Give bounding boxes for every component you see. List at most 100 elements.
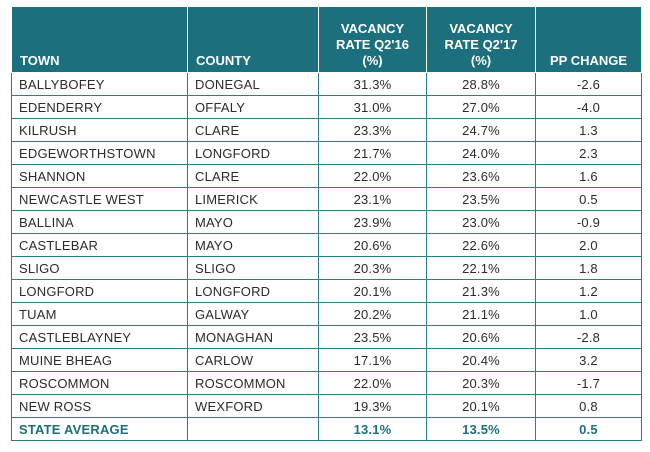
cell-county: GALWAY [187,302,319,326]
cell-county: LONGFORD [187,279,319,303]
cell-q2-16: 21.7% [318,141,427,165]
header-vacancy-q2-17-line-1: VACANCY [449,21,513,36]
cell-county: WEXFORD [187,394,319,418]
cell-county: SLIGO [187,256,319,280]
cell-town: KILRUSH [11,118,188,142]
cell-q2-17: 23.5% [426,187,536,211]
cell-q2-16: 20.1% [318,279,427,303]
cell-county: MAYO [187,233,319,257]
cell-q2-17: 20.3% [426,371,536,395]
cell-county: MONAGHAN [187,325,319,349]
cell-county: CLARE [187,118,319,142]
cell-pp-change: 0.8 [535,394,642,418]
cell-town: MUINE BHEAG [11,348,188,372]
cell-county: CARLOW [187,348,319,372]
table-row: BALLINA MAYO 23.9% 23.0% -0.9 [11,210,642,234]
cell-pp-change: -2.8 [535,325,642,349]
cell-pp-change: 1.8 [535,256,642,280]
cell-county: CLARE [187,164,319,188]
header-vacancy-q2-16-line-1: VACANCY [340,21,405,36]
cell-q2-16: 23.5% [318,325,427,349]
header-vacancy-q2-17: VACANCY RATE Q2'17 (%) [426,6,536,73]
table-row: MUINE BHEAG CARLOW 17.1% 20.4% 3.2 [11,348,642,372]
state-average-pp-change: 0.5 [535,417,642,441]
table-row: ROSCOMMON ROSCOMMON 22.0% 20.3% -1.7 [11,371,642,395]
cell-q2-16: 20.2% [318,302,427,326]
table-row: EDENDERRY OFFALY 31.0% 27.0% -4.0 [11,95,642,119]
cell-q2-16: 31.3% [318,72,427,96]
cell-q2-16: 19.3% [318,394,427,418]
cell-q2-16: 20.3% [318,256,427,280]
table-row: SLIGO SLIGO 20.3% 22.1% 1.8 [11,256,642,280]
cell-town: BALLYBOFEY [11,72,188,96]
cell-town: TUAM [11,302,188,326]
cell-pp-change: -2.6 [535,72,642,96]
cell-q2-17: 28.8% [426,72,536,96]
vacancy-table-container: TOWN COUNTY VACANCY RATE Q2'16 (%) VACAN… [11,6,642,441]
cell-pp-change: 1.6 [535,164,642,188]
cell-q2-17: 20.6% [426,325,536,349]
cell-county: OFFALY [187,95,319,119]
cell-pp-change: 0.5 [535,187,642,211]
header-vacancy-q2-16: VACANCY RATE Q2'16 (%) [318,6,427,73]
cell-town: NEW ROSS [11,394,188,418]
header-vacancy-q2-16-line-2: RATE Q2'16 [336,37,409,52]
cell-pp-change: 3.2 [535,348,642,372]
cell-q2-16: 23.1% [318,187,427,211]
header-vacancy-q2-16-line-3: (%) [362,53,383,68]
cell-town: EDENDERRY [11,95,188,119]
state-average-label: STATE AVERAGE [11,417,188,441]
table-row: NEWCASTLE WEST LIMERICK 23.1% 23.5% 0.5 [11,187,642,211]
vacancy-rate-table: TOWN COUNTY VACANCY RATE Q2'16 (%) VACAN… [11,6,642,441]
cell-q2-17: 23.0% [426,210,536,234]
cell-pp-change: 2.0 [535,233,642,257]
table-row: TUAM GALWAY 20.2% 21.1% 1.0 [11,302,642,326]
cell-q2-16: 17.1% [318,348,427,372]
cell-town: SLIGO [11,256,188,280]
header-vacancy-q2-17-line-3: (%) [470,53,492,68]
cell-town: LONGFORD [11,279,188,303]
cell-county: LIMERICK [187,187,319,211]
cell-q2-17: 20.1% [426,394,536,418]
cell-pp-change: -0.9 [535,210,642,234]
state-average-q2-17: 13.5% [426,417,536,441]
cell-q2-16: 22.0% [318,164,427,188]
table-row: KILRUSH CLARE 23.3% 24.7% 1.3 [11,118,642,142]
cell-q2-17: 22.1% [426,256,536,280]
state-average-county [187,417,319,441]
state-average-q2-16: 13.1% [318,417,427,441]
header-pp-change: PP CHANGE [535,6,642,73]
table-row: CASTLEBLAYNEY MONAGHAN 23.5% 20.6% -2.8 [11,325,642,349]
cell-q2-16: 20.6% [318,233,427,257]
header-vacancy-q2-17-line-2: RATE Q2'17 [444,37,518,52]
table-row: LONGFORD LONGFORD 20.1% 21.3% 1.2 [11,279,642,303]
header-county: COUNTY [187,6,319,73]
cell-q2-16: 22.0% [318,371,427,395]
cell-county: MAYO [187,210,319,234]
table-row: SHANNON CLARE 22.0% 23.6% 1.6 [11,164,642,188]
cell-q2-17: 20.4% [426,348,536,372]
cell-county: ROSCOMMON [187,371,319,395]
cell-pp-change: 1.2 [535,279,642,303]
cell-town: CASTLEBAR [11,233,188,257]
cell-pp-change: 2.3 [535,141,642,165]
cell-q2-17: 24.7% [426,118,536,142]
cell-town: NEWCASTLE WEST [11,187,188,211]
header-row: TOWN COUNTY VACANCY RATE Q2'16 (%) VACAN… [11,6,642,73]
cell-pp-change: 1.0 [535,302,642,326]
table-row: CASTLEBAR MAYO 20.6% 22.6% 2.0 [11,233,642,257]
cell-q2-17: 24.0% [426,141,536,165]
state-average-row: STATE AVERAGE 13.1% 13.5% 0.5 [11,417,642,441]
cell-q2-16: 31.0% [318,95,427,119]
cell-q2-17: 21.3% [426,279,536,303]
cell-q2-17: 27.0% [426,95,536,119]
cell-q2-17: 22.6% [426,233,536,257]
table-row: NEW ROSS WEXFORD 19.3% 20.1% 0.8 [11,394,642,418]
cell-town: EDGEWORTHSTOWN [11,141,188,165]
cell-town: CASTLEBLAYNEY [11,325,188,349]
cell-pp-change: 1.3 [535,118,642,142]
cell-town: ROSCOMMON [11,371,188,395]
cell-q2-17: 21.1% [426,302,536,326]
cell-town: SHANNON [11,164,188,188]
cell-q2-16: 23.9% [318,210,427,234]
